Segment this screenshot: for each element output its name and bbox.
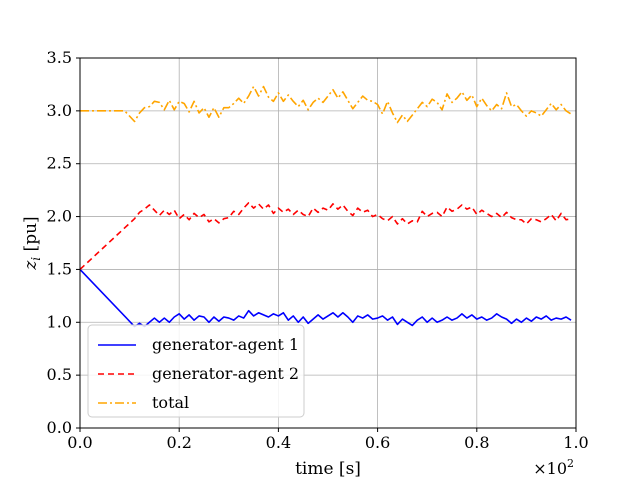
series-line-1 (79, 268, 572, 328)
x-tick-label: 1.0 (563, 433, 588, 452)
y-tick-label: 0.5 (47, 365, 72, 384)
x-tick-label: 0.0 (67, 433, 92, 452)
legend-box (87, 324, 305, 418)
y-tick-label: 2.0 (47, 207, 72, 226)
legend: generator-agent 1 generator-agent 2 total (87, 324, 305, 418)
x-tick-label: 0.6 (365, 433, 390, 452)
legend-label-2: generator-agent 2 (152, 364, 299, 383)
axis-ticks: 0.0 0.2 0.4 0.6 0.8 1.0 0.0 0.5 1.0 1.5 2.0 2.5 3.0 3… (47, 48, 589, 452)
legend-label-1: generator-agent 1 (152, 335, 299, 354)
x-tick-label: 0.8 (464, 433, 489, 452)
x-axis-multiplier: ×102 (533, 457, 574, 478)
y-axis-label: zi [pu] (21, 216, 43, 270)
y-tick-label: 2.5 (47, 154, 72, 173)
x-tick-label: 0.2 (166, 433, 191, 452)
series-lines (79, 85, 572, 328)
legend-label-3: total (152, 393, 189, 412)
x-tick-label: 0.4 (266, 433, 291, 452)
plot-frame (79, 57, 577, 429)
y-tick-label: 0.0 (47, 418, 72, 437)
y-tick-label: 1.5 (47, 259, 72, 278)
series-line-2 (79, 202, 572, 271)
y-tick-label: 1.0 (47, 312, 72, 331)
x-axis-label: time [s] (295, 459, 361, 479)
series-line-3 (80, 85, 572, 124)
y-tick-label: 3.0 (47, 101, 72, 120)
y-tick-label: 3.5 (47, 48, 72, 67)
